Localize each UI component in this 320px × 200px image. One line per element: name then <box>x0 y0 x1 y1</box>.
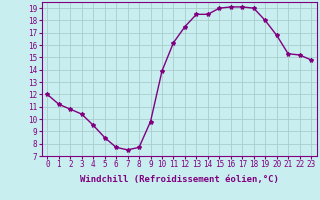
X-axis label: Windchill (Refroidissement éolien,°C): Windchill (Refroidissement éolien,°C) <box>80 175 279 184</box>
